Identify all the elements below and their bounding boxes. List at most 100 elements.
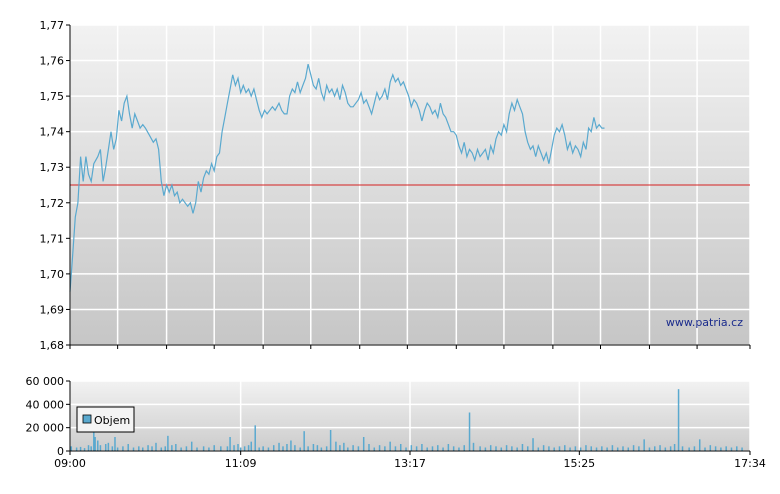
volume-bar xyxy=(190,441,193,451)
volume-bar xyxy=(458,447,460,451)
volume-bar xyxy=(79,446,82,451)
volume-bar xyxy=(325,446,328,451)
volume-bar xyxy=(70,446,73,451)
volume-bar xyxy=(352,445,354,451)
volume-bar xyxy=(138,446,140,451)
volume-bar xyxy=(590,446,592,451)
volume-bar xyxy=(532,438,534,451)
volume-bar xyxy=(316,445,319,451)
volume-bar xyxy=(116,447,119,451)
volume-bar xyxy=(484,447,487,451)
volume-bar xyxy=(574,446,577,451)
volume-bar xyxy=(294,445,296,451)
volume-bar xyxy=(399,444,402,451)
volume-bar xyxy=(75,447,78,451)
volume-bar xyxy=(516,447,518,451)
volume-bar xyxy=(94,437,96,451)
volume-bar xyxy=(329,430,332,451)
price-y-tick-label: 1,70 xyxy=(40,268,65,281)
volume-bar xyxy=(282,446,284,451)
volume-bar xyxy=(213,445,215,451)
volume-bar xyxy=(452,446,455,451)
volume-bar xyxy=(155,442,157,451)
volume-bar xyxy=(558,446,561,451)
volume-bar xyxy=(286,444,288,451)
volume-bar xyxy=(335,441,337,451)
volume-bar xyxy=(622,446,624,451)
volume-bar xyxy=(339,445,341,451)
volume-bar xyxy=(303,431,305,451)
volume-bar xyxy=(606,447,608,451)
volume-bar xyxy=(585,445,587,451)
volume-bar xyxy=(479,446,481,451)
legend-label: Objem xyxy=(94,414,130,427)
volume-bar xyxy=(384,446,386,451)
price-y-tick-label: 1,68 xyxy=(40,339,65,352)
volume-bar xyxy=(720,447,722,451)
volume-bar xyxy=(714,446,717,451)
price-line xyxy=(69,63,605,292)
volume-bar xyxy=(505,445,508,451)
volume-bar xyxy=(643,439,645,451)
price-y-tick-label: 1,76 xyxy=(40,55,65,68)
volume-bar xyxy=(229,437,231,451)
volume-bar xyxy=(389,441,391,451)
price-x-axis-ticks xyxy=(69,345,751,349)
volume-y-tick-label: 40 000 xyxy=(26,398,65,411)
volume-bar xyxy=(569,447,571,451)
volume-bar xyxy=(736,446,738,451)
x-tick-label: 17:34 xyxy=(734,457,766,470)
volume-bar xyxy=(368,444,370,451)
volume-bar xyxy=(160,447,163,451)
volume-bar xyxy=(343,442,345,451)
volume-bar xyxy=(243,446,246,451)
volume-bar xyxy=(677,389,680,451)
volume-bar xyxy=(90,446,92,451)
price-chart: 1,77 1,76 1,75 1,74 1,73 1,72 1,71 1,70 1,69 1,68… xyxy=(40,19,751,352)
volume-bar xyxy=(564,445,566,451)
volume-bars xyxy=(70,389,743,451)
volume-bar xyxy=(537,447,540,451)
volume-y-tick-label: 0 xyxy=(57,445,64,458)
volume-bar xyxy=(579,447,582,451)
volume-bar xyxy=(262,446,264,451)
volume-bar xyxy=(627,447,630,451)
volume-chart: 60 000 40 000 20 000 0 09:00 11:09 13:17 15:25… xyxy=(26,375,766,470)
volume-bar xyxy=(394,446,397,451)
volume-bar xyxy=(548,446,550,451)
volume-bar xyxy=(489,445,492,451)
volume-bar xyxy=(127,444,129,451)
volume-bar xyxy=(122,446,124,451)
volume-bar xyxy=(741,447,743,451)
volume-bar xyxy=(553,447,555,451)
volume-bar xyxy=(616,447,619,451)
volume-bar xyxy=(226,446,229,451)
volume-bar xyxy=(87,445,90,451)
volume-bar xyxy=(472,442,475,451)
volume-y-tick-label: 20 000 xyxy=(26,422,65,435)
volume-bar xyxy=(93,432,95,451)
volume-bar xyxy=(521,444,524,451)
volume-bar xyxy=(111,446,114,451)
volume-bar xyxy=(421,444,423,451)
volume-bar xyxy=(601,446,603,451)
volume-y-tick-label: 60 000 xyxy=(26,375,65,388)
volume-bar xyxy=(290,440,292,451)
volume-bar xyxy=(278,442,280,451)
price-y-tick-label: 1,71 xyxy=(40,232,65,245)
volume-bar xyxy=(373,447,376,451)
volume-bar xyxy=(447,444,450,451)
volume-bar xyxy=(114,437,116,451)
volume-bar xyxy=(688,447,690,451)
volume-bar xyxy=(693,446,696,451)
volume-bar xyxy=(202,446,205,451)
volume-bar xyxy=(151,446,153,451)
volume-bar xyxy=(709,445,712,451)
price-y-tick-label: 1,69 xyxy=(40,303,65,316)
volume-bar xyxy=(180,447,182,451)
volume-bar xyxy=(357,446,360,451)
volume-bar xyxy=(99,445,102,451)
volume-bar xyxy=(463,445,465,451)
volume-bar xyxy=(659,445,661,451)
